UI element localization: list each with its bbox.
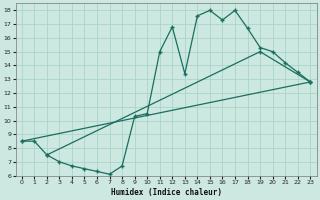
X-axis label: Humidex (Indice chaleur): Humidex (Indice chaleur) [110, 188, 221, 197]
